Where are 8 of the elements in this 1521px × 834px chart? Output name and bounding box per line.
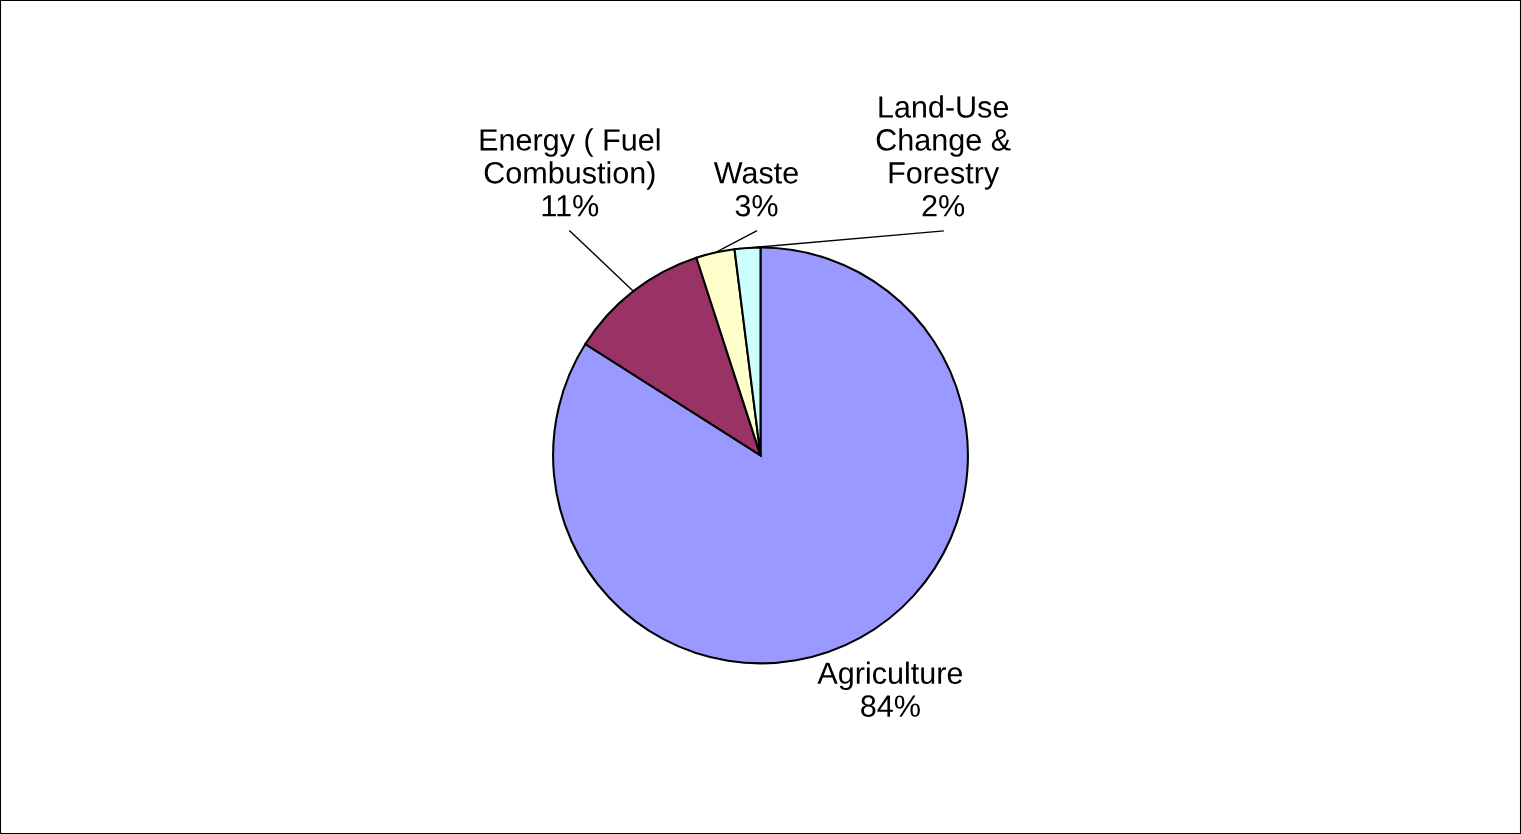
slice-label: Waste xyxy=(713,162,798,184)
data-label: 2% xyxy=(922,194,965,217)
data-label: 84% xyxy=(861,695,920,717)
slice-label: Land-Use Change & Forestry xyxy=(876,95,1011,190)
slice-label: Energy ( Fuel Combustion) xyxy=(480,128,660,190)
slice-label: Agriculture xyxy=(817,661,963,691)
data-label: 11% xyxy=(542,195,599,217)
data-label: 3% xyxy=(735,194,778,217)
